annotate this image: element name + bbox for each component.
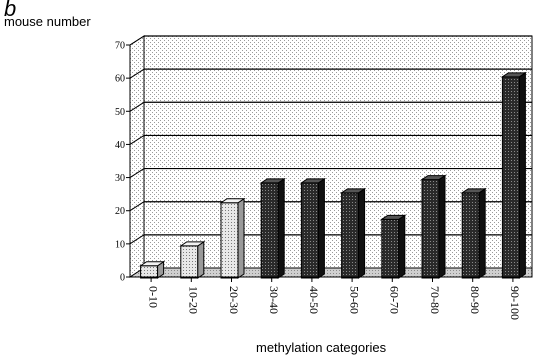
- bar-top-60-70: [380, 214, 407, 220]
- y-tick-label: 30: [115, 173, 125, 184]
- bar-side-70-80: [438, 174, 446, 279]
- bar-10-20: [180, 245, 199, 279]
- gridline-side: [129, 35, 145, 46]
- y-tick-label: 60: [115, 74, 125, 85]
- bar-top-80-90: [460, 188, 487, 194]
- gridline-side: [129, 68, 145, 79]
- x-tick-label: 30-40: [267, 286, 281, 314]
- bar-top-50-60: [339, 188, 367, 194]
- bar-top-0-10: [138, 261, 166, 267]
- bar-side-50-60: [358, 187, 366, 279]
- bar-side-30-40: [277, 177, 285, 279]
- bar-60-70: [381, 218, 400, 279]
- bar-top-40-50: [299, 178, 327, 184]
- y-tick-label: 40: [115, 140, 125, 151]
- x-tick-label: 80-90: [468, 286, 482, 314]
- y-tick-label: 70: [115, 41, 125, 52]
- bar-30-40: [260, 182, 279, 279]
- side-wall: [129, 35, 145, 278]
- x-tick-label: 10-20: [187, 286, 201, 314]
- y-tick-label: 0: [120, 273, 125, 284]
- x-tick-label: 20-30: [227, 286, 241, 314]
- y-tick-label: 50: [115, 107, 125, 118]
- bar-top-90-100: [500, 72, 528, 78]
- x-tick-label: 0-10: [146, 286, 160, 308]
- bar-side-40-50: [317, 177, 325, 279]
- bar-top-70-80: [420, 175, 447, 181]
- bar-side-80-90: [478, 187, 486, 279]
- bar-20-30: [220, 202, 239, 279]
- bar-side-20-30: [237, 197, 245, 279]
- y-axis-title: mouse number: [4, 14, 91, 29]
- gridline-side: [129, 135, 145, 145]
- x-tick-label: 90-100: [508, 286, 522, 320]
- gridline-side: [129, 168, 145, 178]
- plot-area: 0 10 20 30 40 50 60 70 0-10 10-20 20-30 30-40 40-50 5…: [115, 35, 533, 320]
- x-tick-label: 70-80: [428, 286, 442, 314]
- bar-top-30-40: [259, 178, 286, 184]
- x-axis-title: methylation categories: [256, 340, 387, 355]
- bar-top-10-20: [179, 241, 206, 247]
- bar-50-60: [341, 192, 360, 279]
- bar-side-90-100: [518, 71, 526, 279]
- gridline-side: [129, 234, 145, 245]
- bar-90-100: [501, 76, 520, 279]
- panel-letter: b: [4, 0, 16, 21]
- bar-70-80: [421, 179, 440, 279]
- bar-0-10: [140, 265, 159, 279]
- x-tick-label: 50-60: [347, 286, 361, 314]
- gridline-side: [129, 101, 145, 112]
- x-tick-label: 40-50: [307, 286, 321, 314]
- y-tick-label: 10: [115, 239, 125, 250]
- y-tick-label: 20: [115, 206, 125, 217]
- x-tick-label: 60-70: [388, 286, 402, 314]
- bar-top-20-30: [219, 198, 246, 204]
- bar-80-90: [461, 192, 480, 279]
- bar-side-60-70: [398, 214, 406, 279]
- gridline-side: [129, 201, 145, 212]
- bar-40-50: [300, 182, 319, 279]
- bar-side-10-20: [197, 240, 205, 279]
